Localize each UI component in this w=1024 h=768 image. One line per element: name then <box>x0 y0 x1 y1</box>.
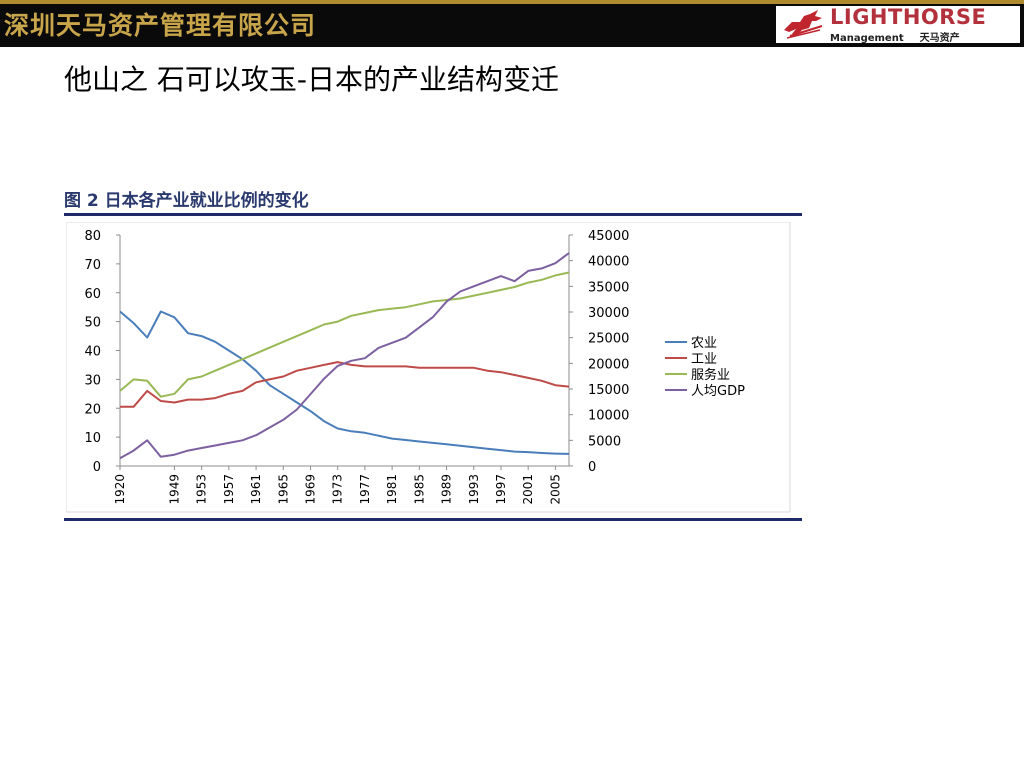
x-tick-label: 2005 <box>548 474 562 505</box>
right-tick-label: 40000 <box>588 255 629 270</box>
x-tick-label: 1993 <box>467 474 481 505</box>
x-tick-label: 1977 <box>358 474 372 505</box>
x-tick-label: 1949 <box>167 474 181 505</box>
series-line-3 <box>119 252 570 460</box>
header-bar: 深圳天马资产管理有限公司 LIGHTHORSE Management 天马资产 <box>0 0 1024 47</box>
right-tick-label: 45000 <box>588 229 629 244</box>
slide-title: 他山之 石可以攻玉-日本的产业结构变迁 <box>64 63 560 96</box>
left-tick-label: 80 <box>84 229 101 244</box>
series-line-2 <box>119 271 570 398</box>
figure-title: 图 2 日本各产业就业比例的变化 <box>64 191 309 211</box>
x-tick-label: 1989 <box>440 474 454 505</box>
x-tick-label: 1957 <box>222 474 236 505</box>
chart-axes: 0 10 20 30 40 50 60 70 80 0 5000 10000 15000 20000 250… <box>84 229 629 505</box>
x-tick-label: 1920 <box>113 474 127 505</box>
x-tick-label: 1965 <box>276 474 290 505</box>
right-tick-label: 0 <box>588 460 596 475</box>
right-tick-label: 30000 <box>588 306 629 321</box>
left-tick-label: 60 <box>84 287 101 302</box>
employment-chart: 0 10 20 30 40 50 60 70 80 0 5000 10000 15000 20000 250… <box>66 222 791 513</box>
legend-label: 服务业 <box>691 367 730 383</box>
logo-wordmark: LIGHTHORSE <box>830 5 987 29</box>
chart-series <box>119 252 570 460</box>
left-tick-label: 0 <box>93 460 101 475</box>
series-line-0 <box>119 310 570 455</box>
horse-icon <box>784 10 823 39</box>
company-name: 深圳天马资产管理有限公司 <box>4 11 317 40</box>
company-logo: LIGHTHORSE Management 天马资产 <box>776 5 1020 44</box>
logo-subtitle-en: Management <box>830 33 904 44</box>
right-tick-label: 15000 <box>588 383 629 398</box>
left-tick-label: 70 <box>84 258 101 273</box>
left-tick-label: 20 <box>84 402 101 417</box>
right-tick-label: 5000 <box>588 434 621 449</box>
x-tick-label: 1953 <box>195 474 209 505</box>
right-tick-label: 25000 <box>588 332 629 347</box>
header-accent-line <box>0 0 1024 4</box>
legend-label: 人均GDP <box>691 384 745 399</box>
x-tick-label: 1973 <box>331 474 345 505</box>
figure-top-rule <box>64 213 802 216</box>
x-tick-label: 2001 <box>521 474 535 505</box>
left-tick-label: 40 <box>84 345 101 360</box>
x-tick-label: 1997 <box>494 474 508 505</box>
left-tick-label: 30 <box>84 373 101 388</box>
x-tick-label: 1985 <box>412 474 426 505</box>
x-tick-label: 1961 <box>249 474 263 505</box>
x-tick-label: 1969 <box>303 474 317 505</box>
logo-subtitle: Management 天马资产 <box>830 29 960 44</box>
logo-subtitle-cn: 天马资产 <box>919 33 960 44</box>
right-tick-label: 35000 <box>588 280 629 295</box>
right-tick-label: 10000 <box>588 409 629 424</box>
legend-label: 农业 <box>691 336 717 351</box>
figure-bottom-rule <box>64 518 802 521</box>
right-tick-label: 20000 <box>588 357 629 372</box>
x-tick-label: 1981 <box>385 474 399 505</box>
left-tick-label: 10 <box>84 431 101 446</box>
legend-label: 工业 <box>691 352 717 367</box>
left-tick-label: 50 <box>84 316 101 331</box>
